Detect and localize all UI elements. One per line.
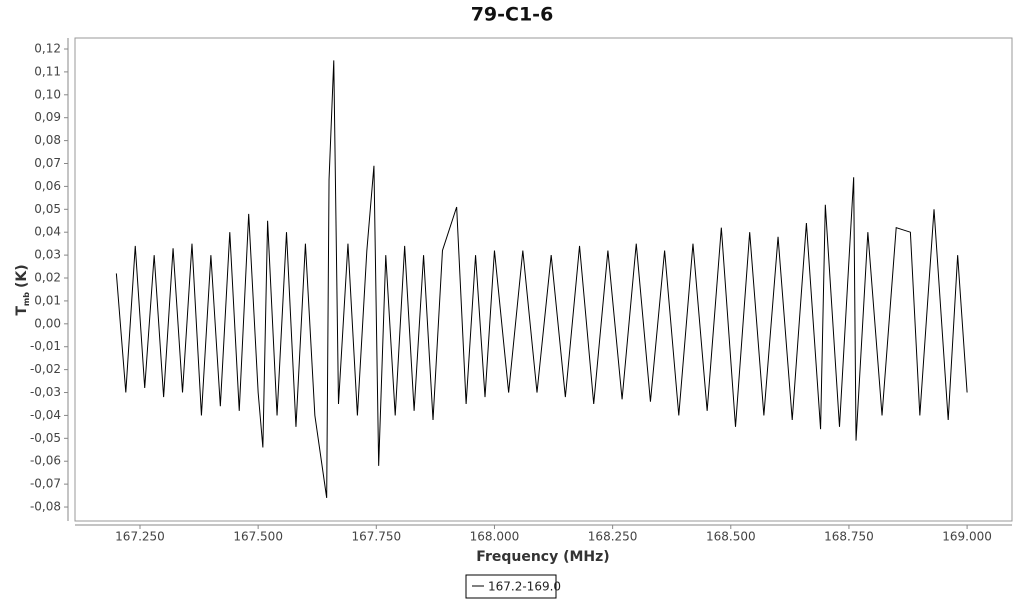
y-tick-label: 0,10 xyxy=(34,87,61,101)
y-tick-label: 0,01 xyxy=(34,293,61,307)
y-tick-label: 0,05 xyxy=(34,202,61,216)
y-tick-label: -0,08 xyxy=(30,500,61,514)
y-label-unit: (K) xyxy=(14,264,30,288)
y-label-sub: mb xyxy=(22,292,31,306)
y-tick-label: 0,00 xyxy=(34,316,61,330)
y-axis-label: Tmb (K) xyxy=(14,264,31,315)
x-tick-label: 168.250 xyxy=(588,530,638,544)
y-tick-label: 0,02 xyxy=(34,271,61,285)
y-tick-label: 0,09 xyxy=(34,110,61,124)
y-tick-label: 0,11 xyxy=(34,64,61,78)
x-tick-label: 168.000 xyxy=(470,530,520,544)
x-tick-label: 168.750 xyxy=(824,530,874,544)
y-tick-label: -0,01 xyxy=(30,339,61,353)
y-tick-label: -0,03 xyxy=(30,385,61,399)
y-tick-label: -0,07 xyxy=(30,477,61,491)
y-tick-label: 0,03 xyxy=(34,248,61,262)
plot-border xyxy=(74,37,1013,522)
x-tick-label: 167.750 xyxy=(351,530,401,544)
y-tick-label: 0,06 xyxy=(34,179,61,193)
x-tick-label: 169.000 xyxy=(942,530,992,544)
y-label-main: T xyxy=(14,306,30,316)
legend-label: 167.2-169.0 xyxy=(488,580,561,594)
x-tick-label: 168.500 xyxy=(706,530,756,544)
y-tick-label: -0,02 xyxy=(30,362,61,376)
y-tick-label: -0,06 xyxy=(30,454,61,468)
x-tick-label: 167.250 xyxy=(115,530,165,544)
y-tick-label: 0,04 xyxy=(34,225,61,239)
x-axis-label: Frequency (MHz) xyxy=(476,549,609,565)
x-tick-label: 167.500 xyxy=(233,530,283,544)
y-tick-label: -0,05 xyxy=(30,431,61,445)
y-tick-label: -0,04 xyxy=(30,408,61,422)
y-tick-label: 0,12 xyxy=(34,41,61,55)
series-line xyxy=(115,60,968,498)
y-tick-label: 0,08 xyxy=(34,133,61,147)
legend-box xyxy=(465,574,557,599)
y-tick-label: 0,07 xyxy=(34,156,61,170)
chart-title: 79-C1-6 xyxy=(471,4,554,26)
